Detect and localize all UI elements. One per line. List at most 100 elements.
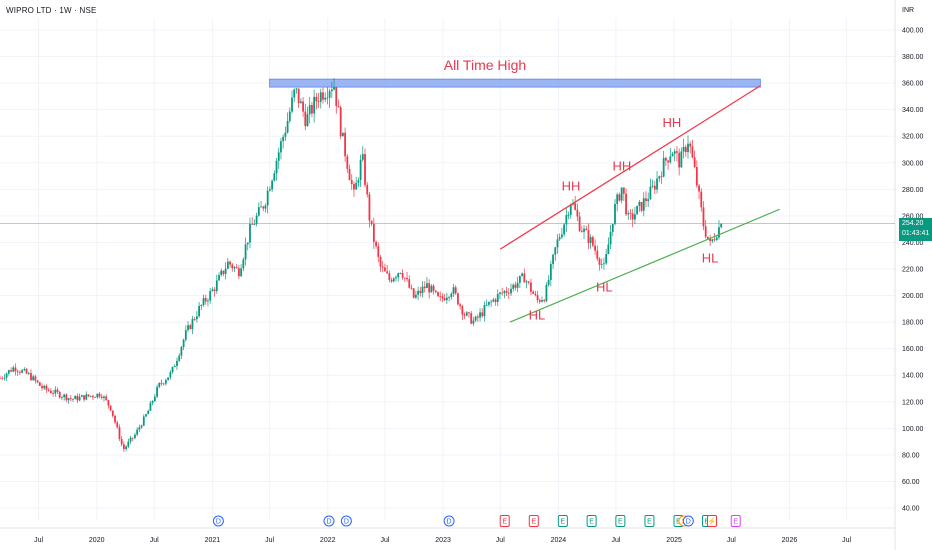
candle-body	[388, 273, 391, 280]
candle-body	[556, 239, 559, 248]
candle-body	[291, 97, 293, 112]
candle-body	[257, 207, 260, 216]
candle-body	[220, 270, 223, 276]
candle-body	[406, 277, 408, 280]
candle-body	[260, 206, 262, 208]
candle-body	[47, 389, 50, 391]
candle-body	[348, 168, 351, 181]
time-tick-label: Jul	[842, 537, 851, 544]
candle-body	[317, 101, 320, 102]
candle-body	[379, 256, 382, 267]
candle-body	[111, 410, 114, 416]
candle-body	[470, 313, 473, 324]
candle-body	[224, 268, 227, 274]
candle-body	[335, 87, 338, 107]
time-tick-label: 2025	[666, 537, 682, 544]
event-marker-glyph: E	[733, 519, 738, 526]
candle-body	[472, 320, 475, 324]
candle-body	[403, 277, 406, 279]
candle-body	[423, 286, 426, 289]
candle-body	[490, 301, 493, 303]
candle-body	[87, 394, 90, 397]
symbol-title: WIPRO LTD · 1W · NSE	[6, 6, 97, 15]
candle-body	[242, 259, 245, 269]
event-marker-glyph: D	[686, 519, 691, 526]
candle-body	[180, 347, 183, 356]
candle-body	[182, 339, 185, 348]
candle-body	[569, 204, 572, 215]
candle-body	[187, 325, 189, 331]
candle-body	[120, 439, 123, 445]
event-marker	[644, 515, 655, 527]
candle-body	[222, 270, 225, 274]
candle-body	[445, 297, 448, 301]
candle-body	[202, 298, 205, 305]
time-tick-label: 2023	[435, 537, 451, 544]
candle-body	[176, 360, 178, 367]
candle-body	[275, 160, 278, 174]
candle-body	[707, 236, 709, 239]
candle-body	[14, 367, 17, 372]
candle-body	[532, 291, 535, 294]
price-tick-label: 200.00	[902, 293, 924, 300]
price-tick-label: 240.00	[902, 240, 924, 247]
candle-body	[76, 396, 79, 401]
price-tick-label: 360.00	[902, 81, 924, 88]
candle-body	[25, 369, 28, 374]
candle-body	[191, 318, 194, 329]
candle-body	[366, 184, 369, 195]
price-tick-label: 260.00	[902, 213, 924, 220]
candle-body	[153, 396, 156, 401]
candle-body	[598, 258, 601, 265]
candle-body	[523, 273, 526, 283]
candle-body	[229, 261, 231, 265]
candle-body	[616, 194, 619, 204]
event-marker-glyph: E	[647, 519, 652, 526]
candle-body	[195, 316, 198, 320]
candle-body	[450, 293, 453, 298]
candle-body	[19, 371, 21, 373]
candle-body	[609, 231, 612, 245]
currency-unit: INR	[902, 7, 915, 14]
candle-body	[125, 446, 127, 450]
ath-zone-label: All Time High	[444, 57, 526, 73]
event-marker	[443, 515, 455, 527]
candle-body	[510, 288, 512, 294]
candle-body	[107, 399, 110, 406]
candle-body	[308, 105, 311, 115]
candle-body	[474, 316, 477, 321]
higher-low-label: HL	[702, 250, 719, 265]
candle-body	[262, 206, 265, 209]
event-marker	[323, 515, 335, 527]
candles	[0, 78, 723, 452]
candle-body	[246, 242, 249, 245]
candle-body	[103, 396, 105, 398]
candle-body	[213, 289, 216, 292]
time-tick-label: 2020	[89, 537, 105, 544]
candle-body	[505, 291, 508, 293]
candle-body	[313, 96, 316, 114]
candle-body	[640, 201, 643, 211]
candle-body	[636, 205, 639, 215]
candle-body	[463, 314, 466, 316]
candle-body	[457, 293, 459, 305]
candle-body	[397, 273, 400, 278]
candle-body	[549, 264, 552, 280]
price-tick-label: 60.00	[902, 479, 920, 486]
candle-body	[642, 198, 645, 211]
price-tick-label: 180.00	[902, 320, 924, 327]
candle-body	[355, 182, 358, 190]
candle-body	[682, 146, 685, 152]
candle-body	[12, 367, 15, 372]
price-tick-label: 40.00	[902, 506, 920, 513]
candle-body	[23, 369, 26, 371]
time-tick-label: 2024	[551, 537, 567, 544]
higher-high-label: HH	[613, 159, 632, 174]
candle-body	[38, 382, 41, 386]
price-axis[interactable]: 400.00 380.00 360.00 340.00 320.00 300.00 280.…	[902, 28, 924, 513]
candle-body	[184, 330, 187, 340]
candle-body	[614, 203, 616, 224]
candle-body	[322, 92, 324, 100]
time-axis[interactable]: Jul 2020 Jul 2021 Jul 2022 Jul 2023 Jul 2024 Jul 20…	[34, 537, 851, 544]
